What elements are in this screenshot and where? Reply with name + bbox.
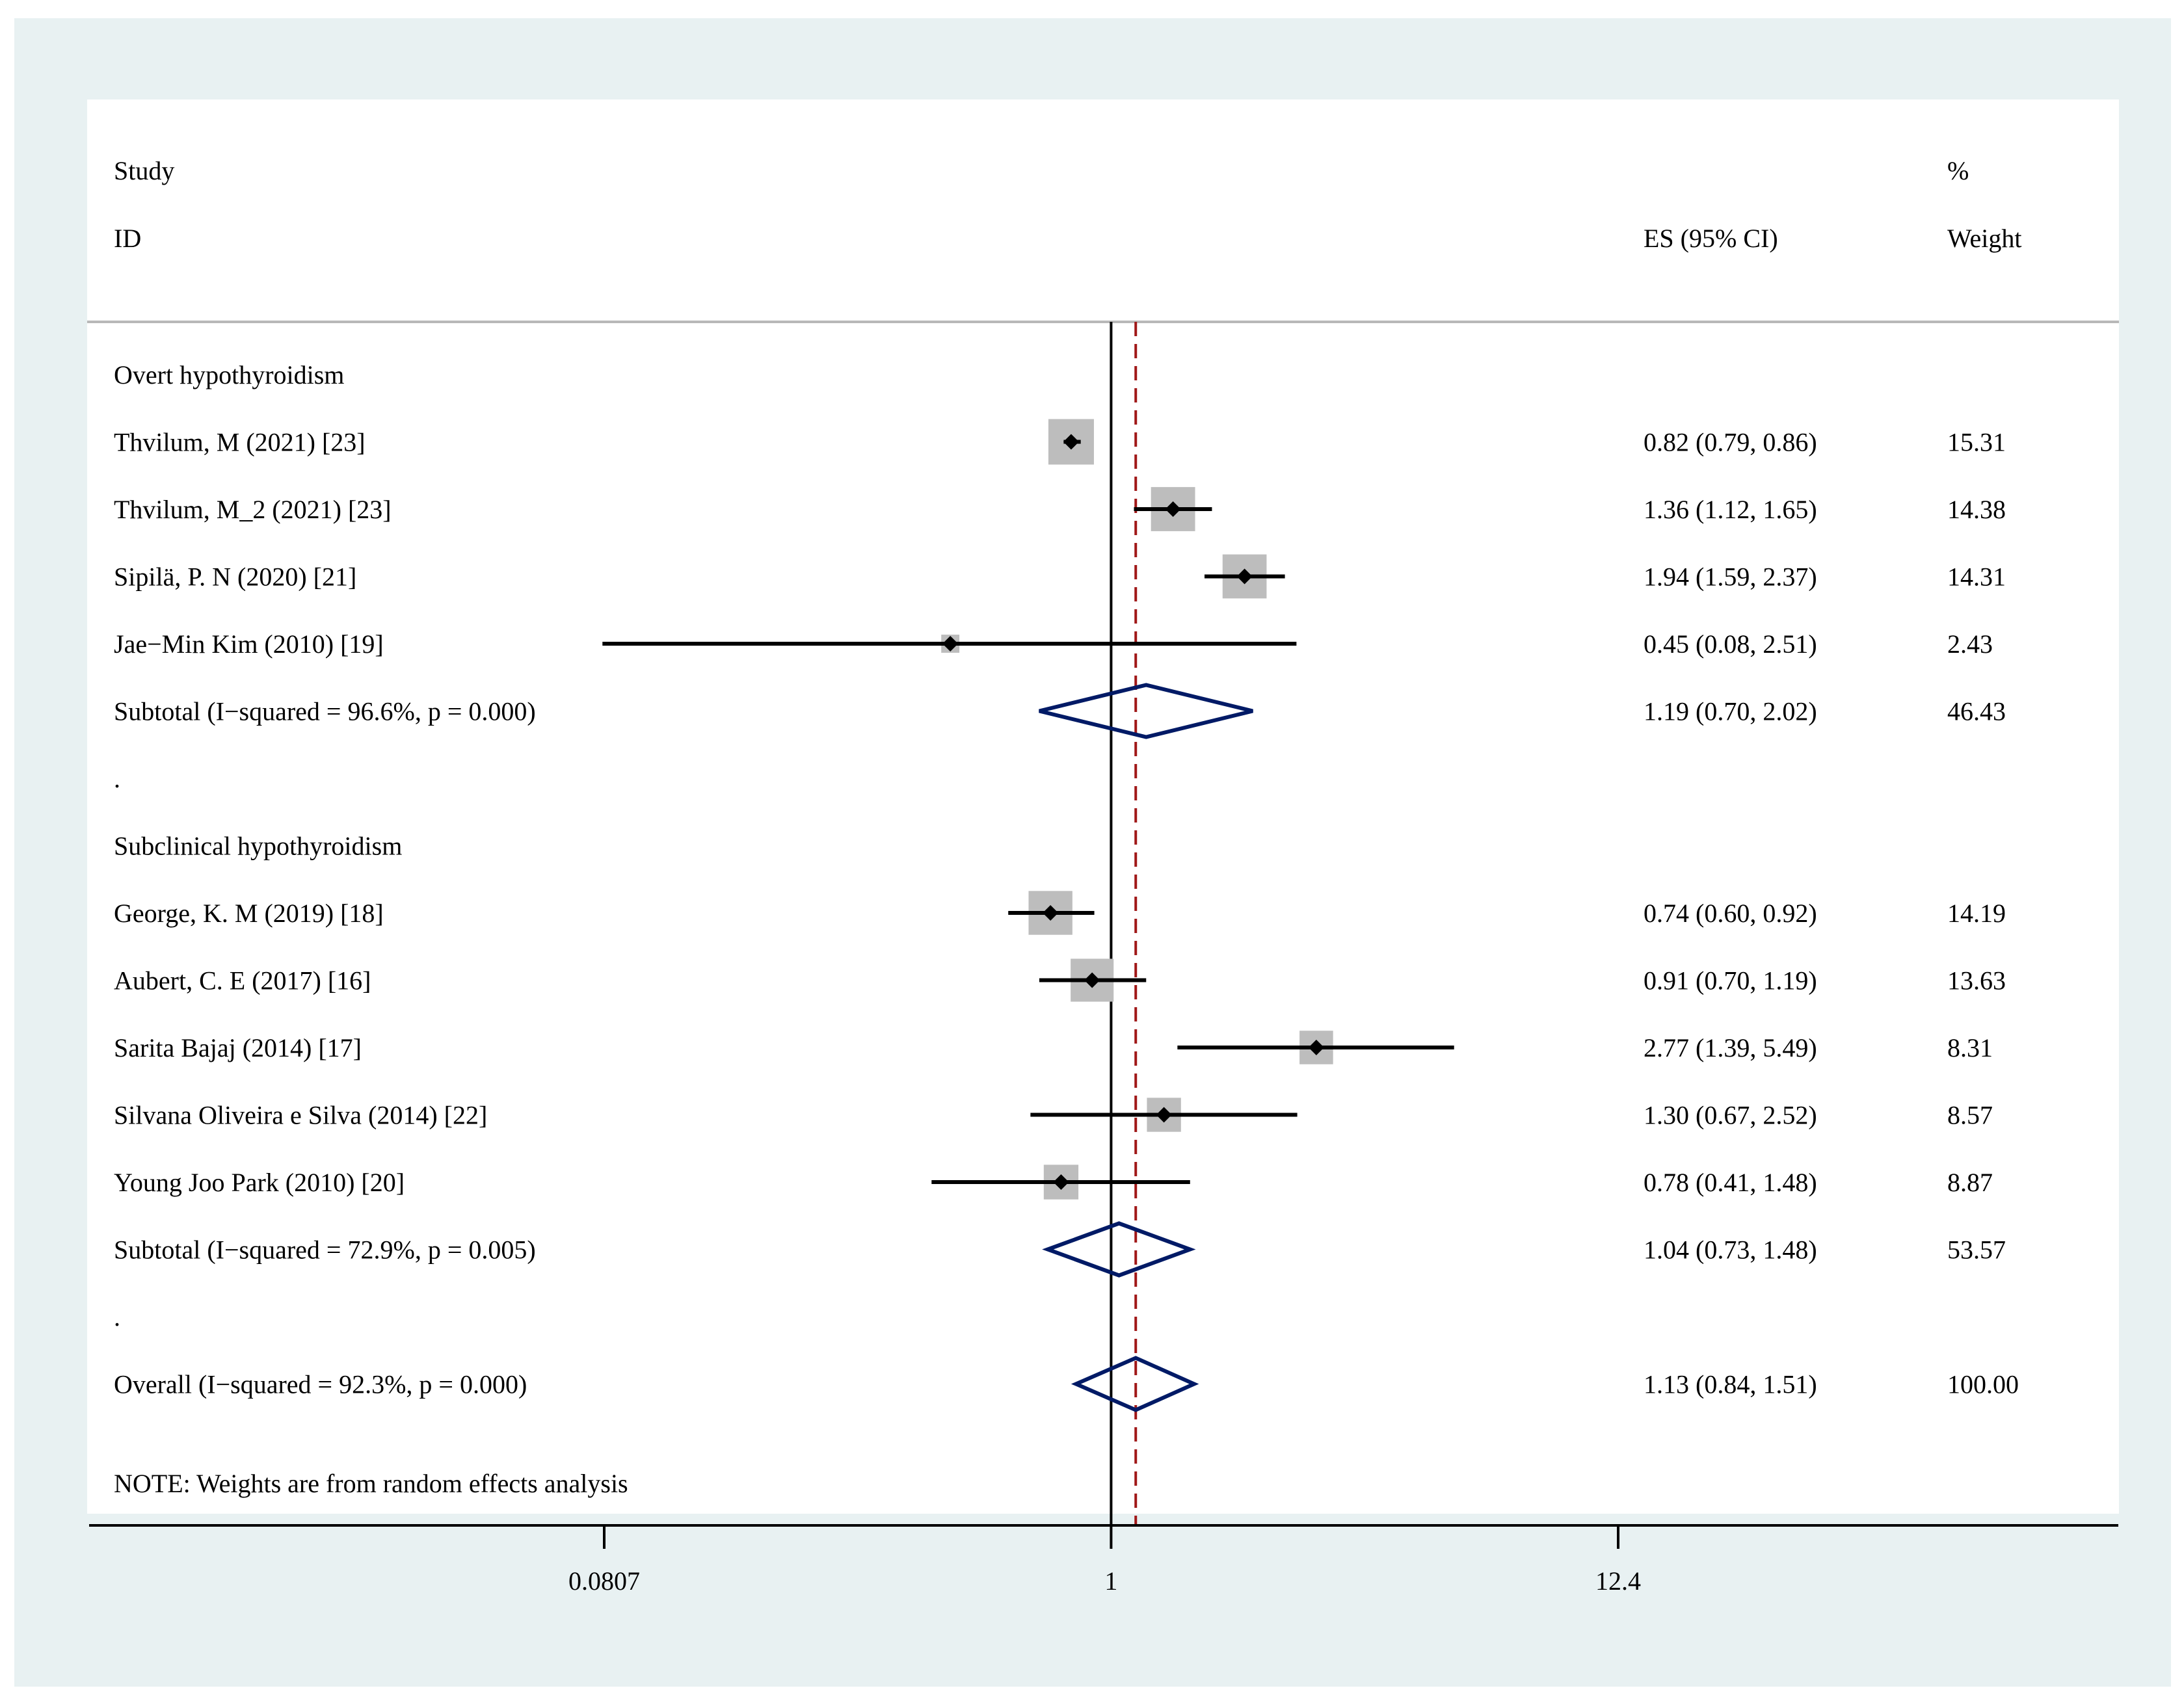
header-es-ci: ES (95% CI) — [1644, 224, 1778, 253]
x-axis-ticks: 0.0807 1 12.4 — [568, 1525, 1641, 1596]
group-label: Subclinical hypothyroidism — [114, 832, 402, 861]
row-label: Jae−Min Kim (2010) [19] — [114, 629, 384, 659]
row-weight-text: 8.57 — [1947, 1101, 1993, 1130]
row-label: Overall (I−squared = 92.3%, p = 0.000) — [114, 1370, 527, 1399]
row-weight-text: 8.31 — [1947, 1033, 1993, 1062]
point-estimate — [1165, 501, 1181, 517]
plot-panel — [87, 99, 2119, 1514]
row-label: Thvilum, M (2021) [23] — [114, 428, 366, 457]
footnote: NOTE: Weights are from random effects an… — [114, 1469, 628, 1498]
x-tick-label: 1 — [1104, 1566, 1117, 1596]
row-ci-text: 0.78 (0.41, 1.48) — [1644, 1168, 1817, 1197]
row-weight-text: 14.38 — [1947, 495, 2006, 524]
row-ci-text: 1.13 (0.84, 1.51) — [1644, 1370, 1817, 1399]
row-ci-text: 1.94 (1.59, 2.37) — [1644, 562, 1817, 592]
row-label: George, K. M (2019) [18] — [114, 899, 384, 928]
row-weight-text: 100.00 — [1947, 1370, 2019, 1399]
row-ci-text: 2.77 (1.39, 5.49) — [1644, 1033, 1817, 1062]
header-percent: % — [1947, 156, 1969, 185]
overall-diamond — [1071, 1356, 1199, 1412]
point-estimate — [1084, 972, 1100, 988]
row-label: Sarita Bajaj (2014) [17] — [114, 1033, 362, 1062]
row-ci-text: 0.45 (0.08, 2.51) — [1644, 629, 1817, 659]
row-ci-text: 1.30 (0.67, 2.52) — [1644, 1101, 1817, 1130]
row-weight-text: 14.31 — [1947, 562, 2006, 592]
row-ci-text: 1.19 (0.70, 2.02) — [1644, 697, 1817, 726]
row-ci-text: 0.91 (0.70, 1.19) — [1644, 966, 1817, 995]
point-estimate — [1156, 1107, 1172, 1123]
row-spacer: . — [114, 1302, 120, 1332]
forest-plot: Study ID ES (95% CI) % Weight Overt hypo… — [87, 99, 2119, 1596]
point-estimate — [1236, 568, 1253, 585]
row-label: Thvilum, M_2 (2021) [23] — [114, 495, 392, 524]
header-weight: Weight — [1947, 224, 2022, 253]
row-weight-text: 2.43 — [1947, 629, 1993, 659]
row-label: Subtotal (I−squared = 96.6%, p = 0.000) — [114, 697, 536, 726]
row-ci-text: 0.74 (0.60, 0.92) — [1644, 899, 1817, 928]
row-label: Young Joo Park (2010) [20] — [114, 1168, 405, 1197]
point-estimate — [942, 636, 959, 652]
row-ci-text: 0.82 (0.79, 0.86) — [1644, 428, 1817, 457]
row-spacer: . — [114, 764, 120, 793]
forest-marks — [602, 322, 1454, 1525]
row-label: Aubert, C. E (2017) [16] — [114, 966, 371, 995]
header-id: ID — [114, 224, 141, 253]
subtotal-diamond — [1039, 683, 1253, 739]
header-study: Study — [114, 156, 174, 185]
row-label: Subtotal (I−squared = 72.9%, p = 0.005) — [114, 1235, 536, 1265]
x-tick-label: 12.4 — [1595, 1566, 1641, 1596]
forest-rows: Overt hypothyroidism Thvilum, M (2021) [2… — [114, 360, 2019, 1399]
point-estimate — [1053, 1174, 1069, 1190]
row-weight-text: 8.87 — [1947, 1168, 1993, 1197]
row-label: Silvana Oliveira e Silva (2014) [22] — [114, 1101, 487, 1130]
row-weight-text: 46.43 — [1947, 697, 2006, 726]
point-estimate — [1043, 905, 1059, 921]
figure-background: Study ID ES (95% CI) % Weight Overt hypo… — [14, 18, 2171, 1687]
group-label: Overt hypothyroidism — [114, 360, 344, 389]
row-weight-text: 14.19 — [1947, 899, 2006, 928]
row-ci-text: 1.36 (1.12, 1.65) — [1644, 495, 1817, 524]
point-estimate — [1308, 1040, 1324, 1055]
x-tick-label: 0.0807 — [568, 1566, 640, 1596]
row-weight-text: 15.31 — [1947, 428, 2006, 457]
subtotal-diamond — [1042, 1221, 1196, 1278]
row-ci-text: 1.04 (0.73, 1.48) — [1644, 1235, 1817, 1265]
row-label: Sipilä, P. N (2020) [21] — [114, 562, 356, 592]
row-weight-text: 13.63 — [1947, 966, 2006, 995]
point-estimate — [1063, 434, 1079, 450]
row-weight-text: 53.57 — [1947, 1235, 2006, 1265]
